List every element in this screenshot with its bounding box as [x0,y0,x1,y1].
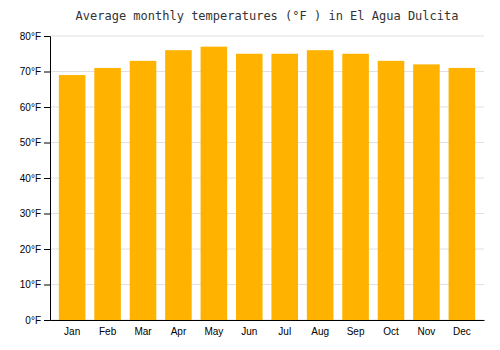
tick-mark [44,214,50,215]
tick-label: 10°F [20,279,41,290]
tick-label: Apr [171,326,187,337]
tick-mark [44,107,50,108]
chart: 0°F 10°F 20°F 30°F 40°F 50°F 60°F 70°F 80°F Jan Fe… [0,0,500,350]
tick-label: 50°F [20,137,41,148]
bars [59,47,475,320]
tick-label: Oct [383,326,399,337]
y-axis: 0°F 10°F 20°F 30°F 40°F 50°F 60°F 70°F 80°F [20,31,51,326]
tick-label: 80°F [20,31,41,42]
x-tick: Oct [383,326,399,337]
bar [201,47,228,320]
x-tick: Jan [64,326,80,337]
y-tick: 10°F [20,279,50,290]
grid-line [50,36,484,37]
x-axis: Jan Feb Mar Apr May Jun Jul Aug Sep Oct Nov Dec [51,321,485,338]
y-tick: 70°F [20,66,50,77]
tick-label: Mar [134,326,152,337]
tick-label: Sep [347,326,365,337]
tick-label: 40°F [20,173,41,184]
tick-label: Feb [99,326,117,337]
y-tick: 20°F [20,244,50,255]
y-tick: 50°F [20,137,50,148]
x-tick: Aug [311,326,329,337]
tick-mark [44,320,50,321]
bar [130,61,157,320]
x-tick: Jun [241,326,257,337]
tick-label: 0°F [25,315,41,326]
tick-label: Jun [241,326,257,337]
y-tick: 60°F [20,102,50,113]
bar [449,68,476,320]
axis-domain [44,37,51,321]
y-tick: 30°F [20,208,50,219]
y-tick: 0°F [25,315,50,326]
grid [50,36,484,320]
bar [165,50,192,320]
y-tick: 40°F [20,173,50,184]
tick-mark [44,285,50,286]
tick-label: May [204,326,223,337]
x-tick: Feb [99,326,117,337]
x-tick: May [204,326,223,337]
bar [342,54,369,320]
tick-label: Jul [278,326,291,337]
title: Average monthly temperatures (°F ) in El… [76,9,459,23]
tick-label: 60°F [20,102,41,113]
tick-mark [44,72,50,73]
tick-label: 20°F [20,244,41,255]
tick-label: 30°F [20,208,41,219]
plot: 0°F 10°F 20°F 30°F 40°F 50°F 60°F 70°F 80°F Jan Fe… [20,31,485,337]
x-tick: Mar [134,326,152,337]
bar [307,50,334,320]
bar [236,54,263,320]
x-tick: Apr [171,326,187,337]
tick-label: Dec [453,326,471,337]
tick-mark [44,249,50,250]
x-tick: Sep [347,326,365,337]
x-tick: Nov [418,326,436,337]
axis-domain [51,320,485,321]
tick-label: Aug [311,326,329,337]
x-tick: Jul [278,326,291,337]
tick-label: 70°F [20,66,41,77]
bar [413,64,440,320]
tick-mark [44,178,50,179]
tick-mark [44,143,50,144]
x-tick: Dec [453,326,471,337]
y-tick: 80°F [20,31,50,42]
bar [271,54,298,320]
bar [59,75,86,320]
tick-mark [44,36,50,37]
tick-label: Jan [64,326,80,337]
bar [94,68,121,320]
tick-label: Nov [418,326,436,337]
bar [378,61,405,320]
